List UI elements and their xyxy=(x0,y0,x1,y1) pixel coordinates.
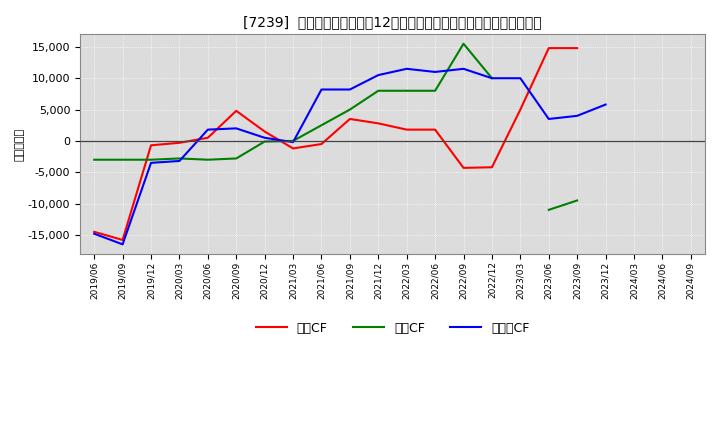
Line: 投資CF: 投資CF xyxy=(94,44,492,160)
営業CF xyxy=(204,135,212,140)
投資CF xyxy=(402,88,411,93)
営業CF xyxy=(289,146,297,151)
営業CF xyxy=(90,229,99,235)
営業CF xyxy=(118,237,127,242)
営業CF xyxy=(232,108,240,114)
フリーCF xyxy=(118,242,127,247)
フリーCF xyxy=(204,127,212,132)
営業CF xyxy=(317,141,325,147)
営業CF xyxy=(374,121,382,126)
フリーCF xyxy=(261,135,269,140)
フリーCF xyxy=(175,158,184,164)
営業CF xyxy=(431,127,439,132)
営業CF xyxy=(175,140,184,146)
営業CF xyxy=(402,127,411,132)
投資CF xyxy=(487,76,496,81)
Y-axis label: （百万円）: （百万円） xyxy=(15,128,25,161)
フリーCF xyxy=(346,87,354,92)
営業CF xyxy=(573,45,582,51)
フリーCF xyxy=(431,70,439,75)
フリーCF xyxy=(459,66,468,71)
フリーCF xyxy=(289,139,297,145)
投資CF xyxy=(118,157,127,162)
Legend: 営業CF, 投資CF, フリーCF: 営業CF, 投資CF, フリーCF xyxy=(251,317,534,340)
営業CF xyxy=(261,129,269,134)
Line: フリーCF: フリーCF xyxy=(94,69,606,244)
フリーCF xyxy=(402,66,411,71)
投資CF xyxy=(204,157,212,162)
投資CF xyxy=(346,107,354,112)
フリーCF xyxy=(544,116,553,121)
投資CF xyxy=(374,88,382,93)
フリーCF xyxy=(601,102,610,107)
営業CF xyxy=(544,45,553,51)
投資CF xyxy=(261,139,269,144)
投資CF xyxy=(431,88,439,93)
投資CF xyxy=(289,138,297,143)
営業CF xyxy=(346,116,354,121)
営業CF xyxy=(487,165,496,170)
フリーCF xyxy=(90,231,99,236)
営業CF xyxy=(147,143,156,148)
フリーCF xyxy=(487,76,496,81)
投資CF xyxy=(90,157,99,162)
投資CF xyxy=(459,41,468,46)
投資CF xyxy=(175,156,184,161)
Title: [7239]  キャッシュフローの12か月移動合計の対前年同期増減額の推移: [7239] キャッシュフローの12か月移動合計の対前年同期増減額の推移 xyxy=(243,15,542,29)
Line: 営業CF: 営業CF xyxy=(94,48,577,240)
営業CF xyxy=(459,165,468,171)
フリーCF xyxy=(232,126,240,131)
投資CF xyxy=(232,156,240,161)
フリーCF xyxy=(516,76,525,81)
営業CF xyxy=(516,107,525,112)
フリーCF xyxy=(147,160,156,165)
フリーCF xyxy=(317,87,325,92)
投資CF xyxy=(317,123,325,128)
フリーCF xyxy=(374,73,382,78)
フリーCF xyxy=(573,113,582,118)
投資CF xyxy=(147,157,156,162)
